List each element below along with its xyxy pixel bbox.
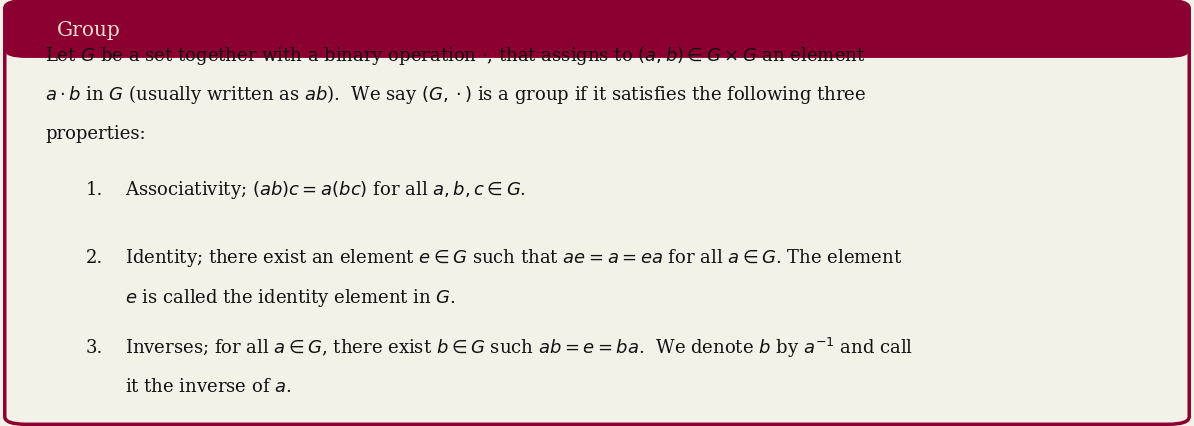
FancyBboxPatch shape <box>5 2 1189 59</box>
Text: 1.: 1. <box>86 181 104 199</box>
Bar <box>14 30 1180 55</box>
Text: properties:: properties: <box>45 125 146 143</box>
Text: 2.: 2. <box>86 249 103 267</box>
Text: $e$ is called the identity element in $G$.: $e$ is called the identity element in $G… <box>125 286 456 308</box>
FancyBboxPatch shape <box>5 2 1189 424</box>
Text: $a \cdot b$ in $G$ (usually written as $ab$).  We say $(G, \cdot)$ is a group if: $a \cdot b$ in $G$ (usually written as $… <box>45 83 867 106</box>
Text: Let $G$ be a set together with a binary operation $\cdot$, that assigns to $(a, : Let $G$ be a set together with a binary … <box>45 44 866 66</box>
Text: it the inverse of $a$.: it the inverse of $a$. <box>125 377 293 395</box>
Text: Associativity; $(ab)c = a(bc)$ for all $a, b, c \in G$.: Associativity; $(ab)c = a(bc)$ for all $… <box>125 178 527 201</box>
Text: 3.: 3. <box>86 338 104 356</box>
Text: Inverses; for all $a \in G$, there exist $b \in G$ such $ab = e = ba$.  We denot: Inverses; for all $a \in G$, there exist… <box>125 335 913 359</box>
Text: Group: Group <box>57 21 121 40</box>
Text: Identity; there exist an element $e \in G$ such that $ae = a = ea$ for all $a \i: Identity; there exist an element $e \in … <box>125 247 903 269</box>
